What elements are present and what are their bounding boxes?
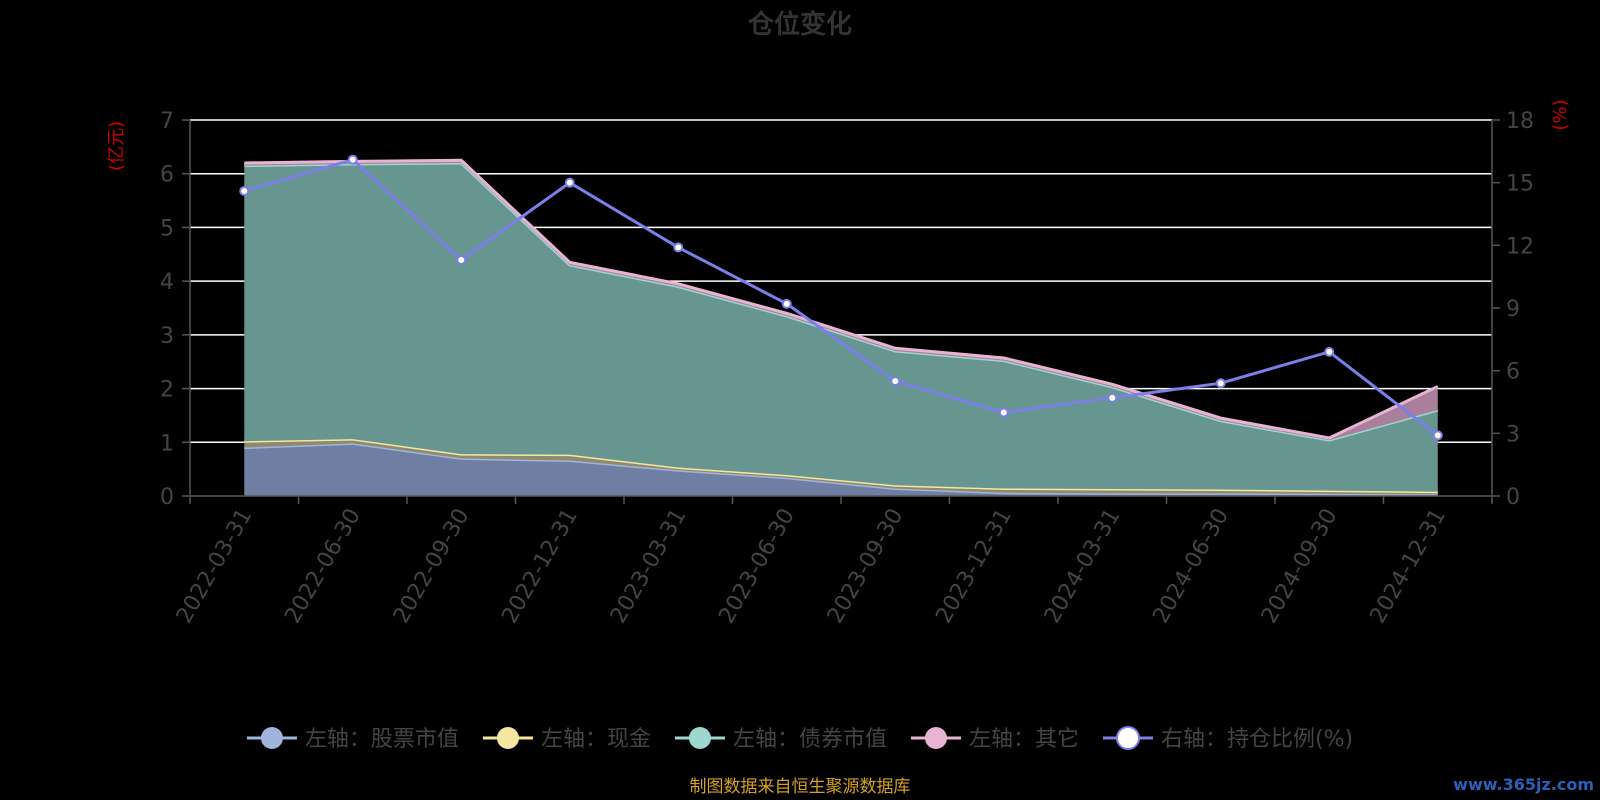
left-tick-label: 1 <box>160 431 174 456</box>
right-tick-label: 9 <box>1506 297 1520 322</box>
source-note: 制图数据来自恒生聚源数据库 <box>690 777 911 797</box>
legend-label: 右轴：持仓比例(%) <box>1161 727 1353 752</box>
ratio-point <box>456 254 467 265</box>
legend-marker <box>924 727 947 749</box>
left-axis-unit: (亿元) <box>106 121 127 171</box>
area-左轴：现金 <box>244 439 1438 495</box>
legend-label: 左轴：其它 <box>969 727 1079 752</box>
left-tick-label: 0 <box>160 485 174 510</box>
left-tick-label: 2 <box>160 378 174 403</box>
left-tick-label: 5 <box>160 216 174 241</box>
x-tick-label: 2022-06-30 <box>280 505 366 628</box>
legend-label: 左轴：股票市值 <box>305 727 459 752</box>
chart-title: 仓位变化 <box>747 9 852 40</box>
left-tick-label: 7 <box>160 109 174 134</box>
ratio-point <box>781 298 792 309</box>
right-tick-label: 18 <box>1506 109 1534 134</box>
x-tick-label: 2022-03-31 <box>172 505 258 628</box>
right-tick-label: 0 <box>1506 485 1520 510</box>
x-tick-label: 2024-09-30 <box>1257 505 1343 628</box>
x-tick-label: 2023-06-30 <box>714 505 800 628</box>
legend-label: 左轴：债券市值 <box>733 727 887 752</box>
legend-item: 右轴：持仓比例(%) <box>1102 726 1353 752</box>
watermark: www.365jz.com <box>1453 775 1594 794</box>
x-tick-label: 2024-03-31 <box>1040 505 1126 628</box>
x-tick-label: 2024-06-30 <box>1148 505 1234 628</box>
right-tick-label: 6 <box>1506 360 1520 385</box>
legend-item: 左轴：现金 <box>482 727 651 752</box>
x-tick-label: 2022-09-30 <box>389 505 475 628</box>
x-tick-label: 2022-12-31 <box>497 505 583 628</box>
right-axis-unit: (%) <box>1550 99 1571 130</box>
area-line-左轴：其它 <box>244 158 1439 440</box>
right-tick-label: 15 <box>1506 172 1534 197</box>
ratio-point <box>1324 346 1335 357</box>
legend-marker <box>496 727 519 749</box>
ratio-point <box>1432 430 1443 441</box>
x-tick-label: 2023-03-31 <box>606 505 692 628</box>
left-tick-label: 6 <box>160 163 174 188</box>
x-tick-label: 2023-12-31 <box>931 505 1017 628</box>
legend-marker <box>688 727 711 749</box>
legend-item: 左轴：股票市值 <box>246 727 459 752</box>
area-左轴：股票市值 <box>244 443 1438 496</box>
left-tick-label: 3 <box>160 324 174 349</box>
ratio-point <box>564 177 575 188</box>
ratio-line <box>243 158 1439 437</box>
ratio-point <box>998 407 1009 418</box>
ratio-point <box>673 242 684 253</box>
holding-ratio-line <box>239 154 1443 441</box>
left-tick-label: 4 <box>160 270 174 295</box>
legend-item: 左轴：其它 <box>910 727 1079 752</box>
ratio-point <box>1107 392 1118 403</box>
x-tick-label: 2023-09-30 <box>823 505 909 628</box>
right-tick-label: 12 <box>1506 234 1534 259</box>
stacked-areas <box>244 158 1439 496</box>
ratio-point <box>347 154 358 165</box>
legend-marker <box>260 727 283 749</box>
ratio-point <box>239 186 250 197</box>
legend-label: 左轴：现金 <box>541 727 651 752</box>
ratio-point <box>1215 378 1226 389</box>
right-tick-label: 3 <box>1506 422 1520 447</box>
area-左轴：债券市值 <box>244 162 1438 492</box>
x-tick-label: 2024-12-31 <box>1365 505 1451 628</box>
ratio-point <box>890 376 901 387</box>
legend-item: 左轴：债券市值 <box>674 727 887 752</box>
legend: 左轴：股票市值 左轴：现金 左轴：债券市值 左轴：其它 右轴：持仓比例(%) <box>246 726 1353 752</box>
legend-marker <box>1115 726 1140 750</box>
